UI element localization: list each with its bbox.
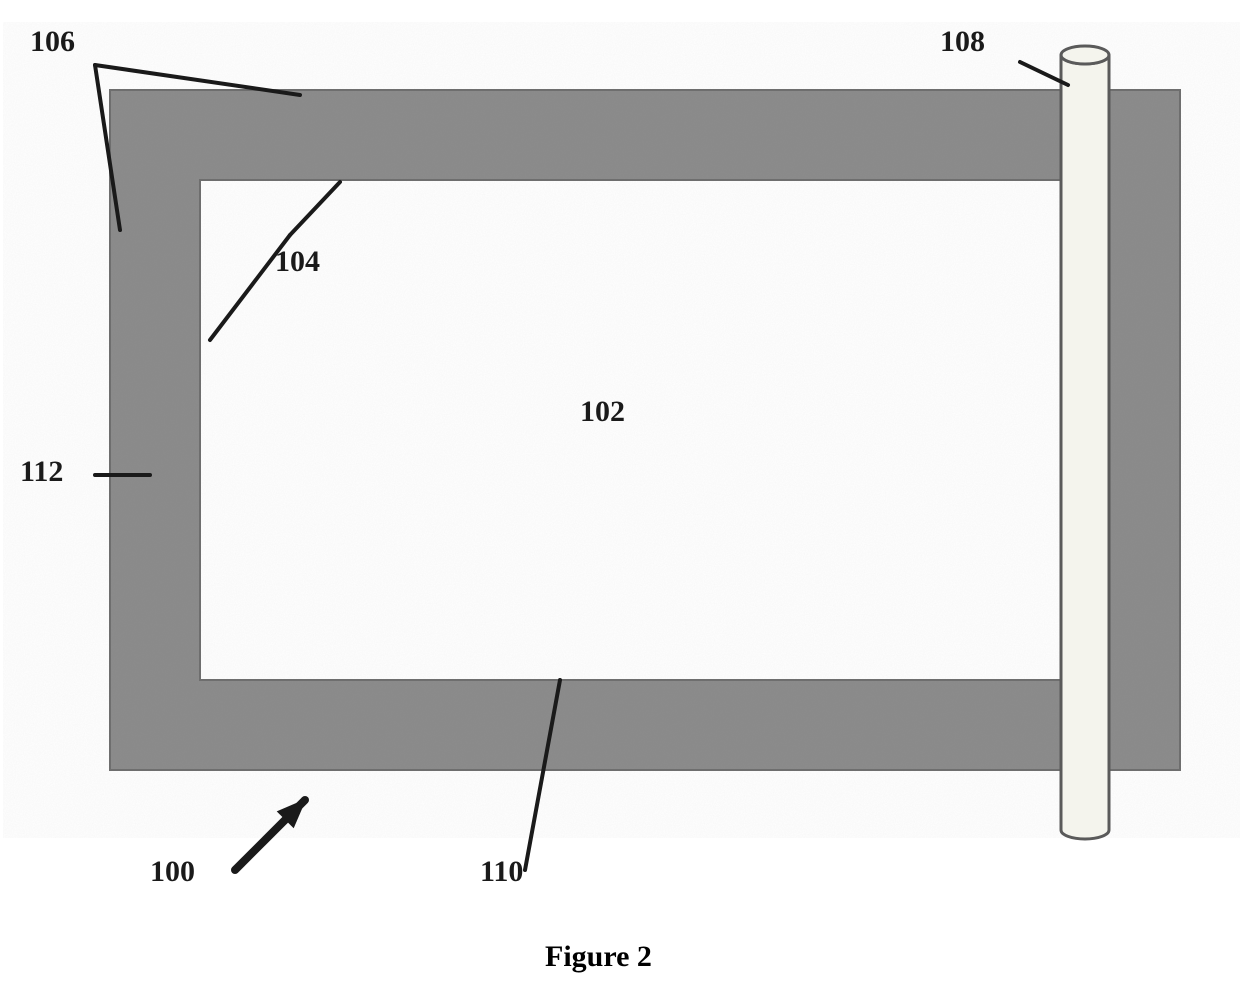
label-102: 102 (580, 395, 625, 429)
label-108: 108 (940, 25, 985, 59)
cylinder-top-cap (1061, 46, 1109, 64)
label-112: 112 (20, 455, 63, 489)
label-106: 106 (30, 25, 75, 59)
label-110: 110 (480, 855, 523, 889)
leader-104a (290, 182, 340, 235)
inner-window-outline (200, 180, 1070, 680)
frame-noise (110, 90, 1180, 770)
arrow-100 (235, 799, 306, 870)
figure-stage: 106 108 104 102 112 100 110 Figure 2 (0, 0, 1240, 1002)
cylinder (1061, 46, 1109, 839)
label-104: 104 (275, 245, 320, 279)
frame-group (110, 90, 1180, 770)
diagram-svg (0, 0, 1240, 1002)
cylinder-body (1061, 55, 1109, 839)
label-100: 100 (150, 855, 195, 889)
frame-border (110, 90, 1180, 770)
figure-caption: Figure 2 (545, 940, 652, 974)
outer-frame-outline (110, 90, 1180, 770)
